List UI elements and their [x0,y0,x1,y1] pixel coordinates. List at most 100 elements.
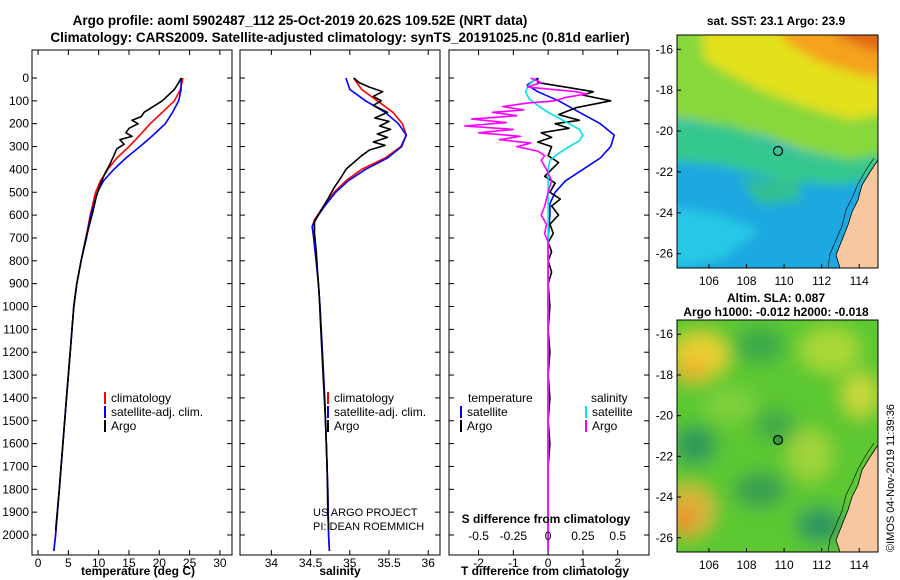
difference-panel: -2 -1 0 1 2 -0.5 -0.25 0 0.25 0.5 [449,50,649,570]
x-tick-label: 34.5 [299,556,323,570]
map-y-tick-label: -24 [656,490,674,504]
series-argo [313,77,392,531]
x2-tick-label: -0.25 [500,529,528,543]
y-tick-label: 1300 [2,368,29,382]
salinity-xlabel: salinity [319,564,361,578]
map-y-tick-label: -16 [656,327,674,341]
sst-field [677,35,878,268]
y-tick-label: 1600 [2,437,29,451]
series-t-satellite [526,77,616,551]
difference-legend: temperature satellite Argo salinity sate… [460,391,633,433]
map-x-tick-label: 114 [850,274,869,288]
series-argo [54,77,182,531]
legend-satellite-label: satellite-adj. clim. [334,405,426,419]
map-x-tick-label: 110 [775,558,794,572]
x-tick-label: 30 [213,556,227,570]
salinity-panel-frame [239,49,441,556]
x-tick-label: 5 [65,556,72,570]
sst-land [835,159,878,268]
x-tick-label: 20 [153,556,167,570]
map-y-tick-label: -22 [656,165,674,179]
map-x-tick-label: 110 [775,274,794,288]
map-y-tick-label: -18 [656,83,674,97]
sla-bathymetry-contour [827,442,875,552]
x2-tick-label: 0 [545,529,552,543]
legend-argo-label: Argo [334,419,360,433]
y-tick-label: 600 [9,208,29,222]
y-tick-label: 300 [9,140,29,154]
x2-tick-label: -0.5 [468,529,489,543]
sst-bathymetry-contour [827,157,875,268]
figure-title-line1: Argo profile: aoml 5902487_112 25-Oct-20… [73,13,528,28]
x-tick-label: 35 [343,556,357,570]
x-tick-label: -2 [473,556,484,570]
x-tick-label: 0 [545,556,552,570]
x-tick-label: 1 [580,556,587,570]
map-x-tick-label: 108 [736,558,756,572]
sst-map-frame [676,34,879,269]
y-tick-label: 1800 [2,482,29,496]
temperature-panel: 0100200300400500600700800900100011001200… [2,50,232,570]
y-tick-label: 100 [9,94,29,108]
x-tick-label: 35.5 [377,556,401,570]
sla-map-title: Altim. SLA: 0.087 [727,291,825,305]
x2-tick-label: 0.25 [571,529,595,543]
series-s-argo [463,77,588,551]
y-tick-label: 1900 [2,505,29,519]
y-tick-label: 1500 [2,414,29,428]
legend-salinity-title: salinity [591,391,628,405]
y-tick-label: 1100 [3,322,29,336]
y-tick-label: 1000 [2,300,29,314]
map-y-tick-label: -16 [656,42,674,56]
x-tick-label: 15 [122,556,136,570]
legend-satellite-label: satellite-adj. clim. [111,405,203,419]
temperature-legend: climatology satellite-adj. clim. Argo [104,391,203,433]
sla-map-frame [676,319,879,553]
legend-t-argo-label: Argo [467,419,493,433]
project-credit-line2: PI: DEAN ROEMMICH [313,521,424,533]
x-tick-label: 36 [422,556,436,570]
map-x-tick-label: 112 [812,558,831,572]
x-tick-label: 34 [265,556,279,570]
series-satellite-adj-clim [311,77,408,552]
temperature-panel-frame [31,49,233,556]
y-tick-label: 400 [9,162,29,176]
map-y-tick-label: -26 [656,531,674,545]
y-tick-label: 800 [9,254,29,268]
map-y-tick-label: -18 [656,368,674,382]
x-tick-label: 0 [35,556,42,570]
series-s-satellite [524,77,584,551]
map-x-tick-label: 106 [699,274,719,288]
x-tick-label: 10 [92,556,106,570]
y-tick-label: 1200 [2,345,29,359]
legend-argo-label: Argo [111,419,137,433]
sla-land [835,444,878,552]
project-credit-line1: US ARGO PROJECT [313,507,418,519]
map-x-tick-label: 106 [699,558,719,572]
y-tick-label: 1700 [2,459,29,473]
series-climatology [311,77,408,552]
map-x-tick-label: 112 [812,274,831,288]
sla-map-axes: 106 108 110 112 114 -16 -18 -20 -22 -24 -26 [656,327,869,572]
sst-float-marker [772,145,784,157]
x2-tick-label: 0.5 [609,529,626,543]
temperature-xlabel: temperature (deg C) [81,564,195,578]
legend-climatology-label: climatology [111,391,171,405]
y-tick-label: 0 [22,71,29,85]
legend-climatology-label: climatology [334,391,394,405]
imos-timestamp: ©IMOS 04-Nov-2019 11:39:36 [885,404,897,552]
map-x-tick-label: 108 [736,274,756,288]
t-difference-xlabel: T difference from climatology [461,564,629,578]
map-y-tick-label: -26 [656,247,674,261]
salinity-legend: climatology satellite-adj. clim. Argo US… [313,391,426,533]
figure-title-line2: Climatology: CARS2009. Satellite-adjuste… [50,30,629,45]
sst-map [677,35,878,268]
sla-map-subtitle: Argo h1000: -0.012 h2000: -0.018 [683,305,869,319]
y-tick-label: 200 [9,117,29,131]
s-difference-xlabel: S difference from climatology [462,512,631,526]
x-tick-label: 25 [183,556,197,570]
map-y-tick-label: -20 [656,409,674,423]
legend-temperature-title: temperature [468,391,533,405]
map-y-tick-label: -24 [656,206,674,220]
